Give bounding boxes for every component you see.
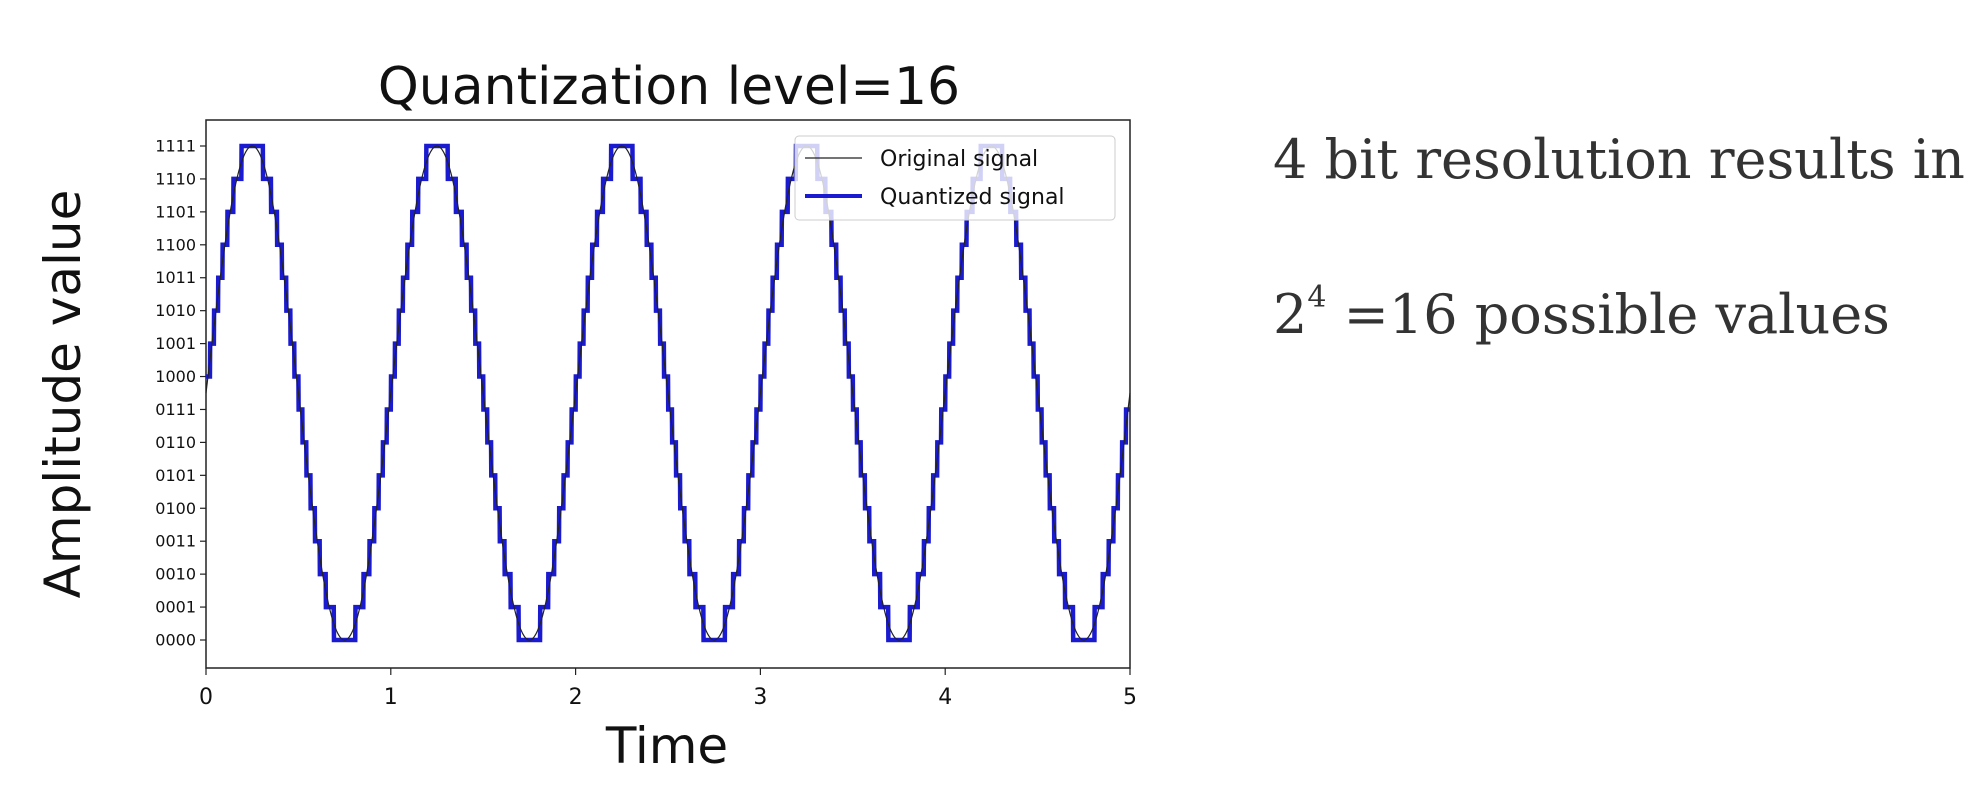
y-tick-label: 1101 (155, 202, 196, 221)
y-tick-label: 0010 (155, 565, 196, 584)
legend-box (794, 135, 1116, 221)
y-tick-label: 0000 (155, 631, 196, 650)
y-axis-label: Amplitude value (34, 190, 92, 599)
x-tick-label: 5 (1123, 685, 1137, 710)
plot-area: 0000000100100011010001010110011110001001… (155, 119, 1137, 710)
power-exponent: 4 (1307, 280, 1327, 315)
resolution-line-2: 24 =16 possible values (1273, 266, 1965, 347)
y-tick-label: 1100 (155, 235, 196, 254)
y-tick-label: 0110 (155, 433, 196, 452)
resolution-line-1: 4 bit resolution results in (1273, 128, 1965, 191)
legend: Original signal Quantized signal (794, 135, 1116, 221)
y-tick-label: 1011 (155, 268, 196, 287)
power-base: 2 (1273, 283, 1308, 346)
x-tick-label: 0 (199, 685, 213, 710)
x-axis-label: Time (605, 717, 728, 775)
y-tick-label: 1001 (155, 334, 196, 353)
y-tick-label: 0111 (155, 400, 196, 419)
legend-label-original: Original signal (880, 147, 1038, 172)
legend-label-quantized: Quantized signal (880, 185, 1065, 210)
x-tick-label: 1 (384, 685, 398, 710)
x-axis-ticks: 0 1 2 3 4 5 (199, 668, 1137, 710)
possible-values-text: =16 possible values (1326, 283, 1890, 346)
y-tick-label: 0101 (155, 466, 196, 485)
y-tick-label: 0011 (155, 532, 196, 551)
y-tick-label: 1111 (155, 137, 196, 156)
y-tick-label: 0001 (155, 598, 196, 617)
x-tick-label: 4 (938, 685, 952, 710)
y-tick-label: 1000 (155, 367, 196, 386)
y-axis-ticks: 0000 0001 0010 0011 0100 0101 0110 0111 1000 1001… (155, 137, 206, 650)
x-tick-label: 2 (569, 685, 583, 710)
chart-title: Quantization level=16 (378, 57, 960, 117)
resolution-explanation: 4 bit resolution results in 24 =16 possi… (1273, 128, 1965, 347)
x-tick-label: 3 (753, 685, 767, 710)
y-tick-label: 1010 (155, 301, 196, 320)
y-tick-label: 1110 (155, 169, 196, 188)
y-tick-label: 0100 (155, 499, 196, 518)
